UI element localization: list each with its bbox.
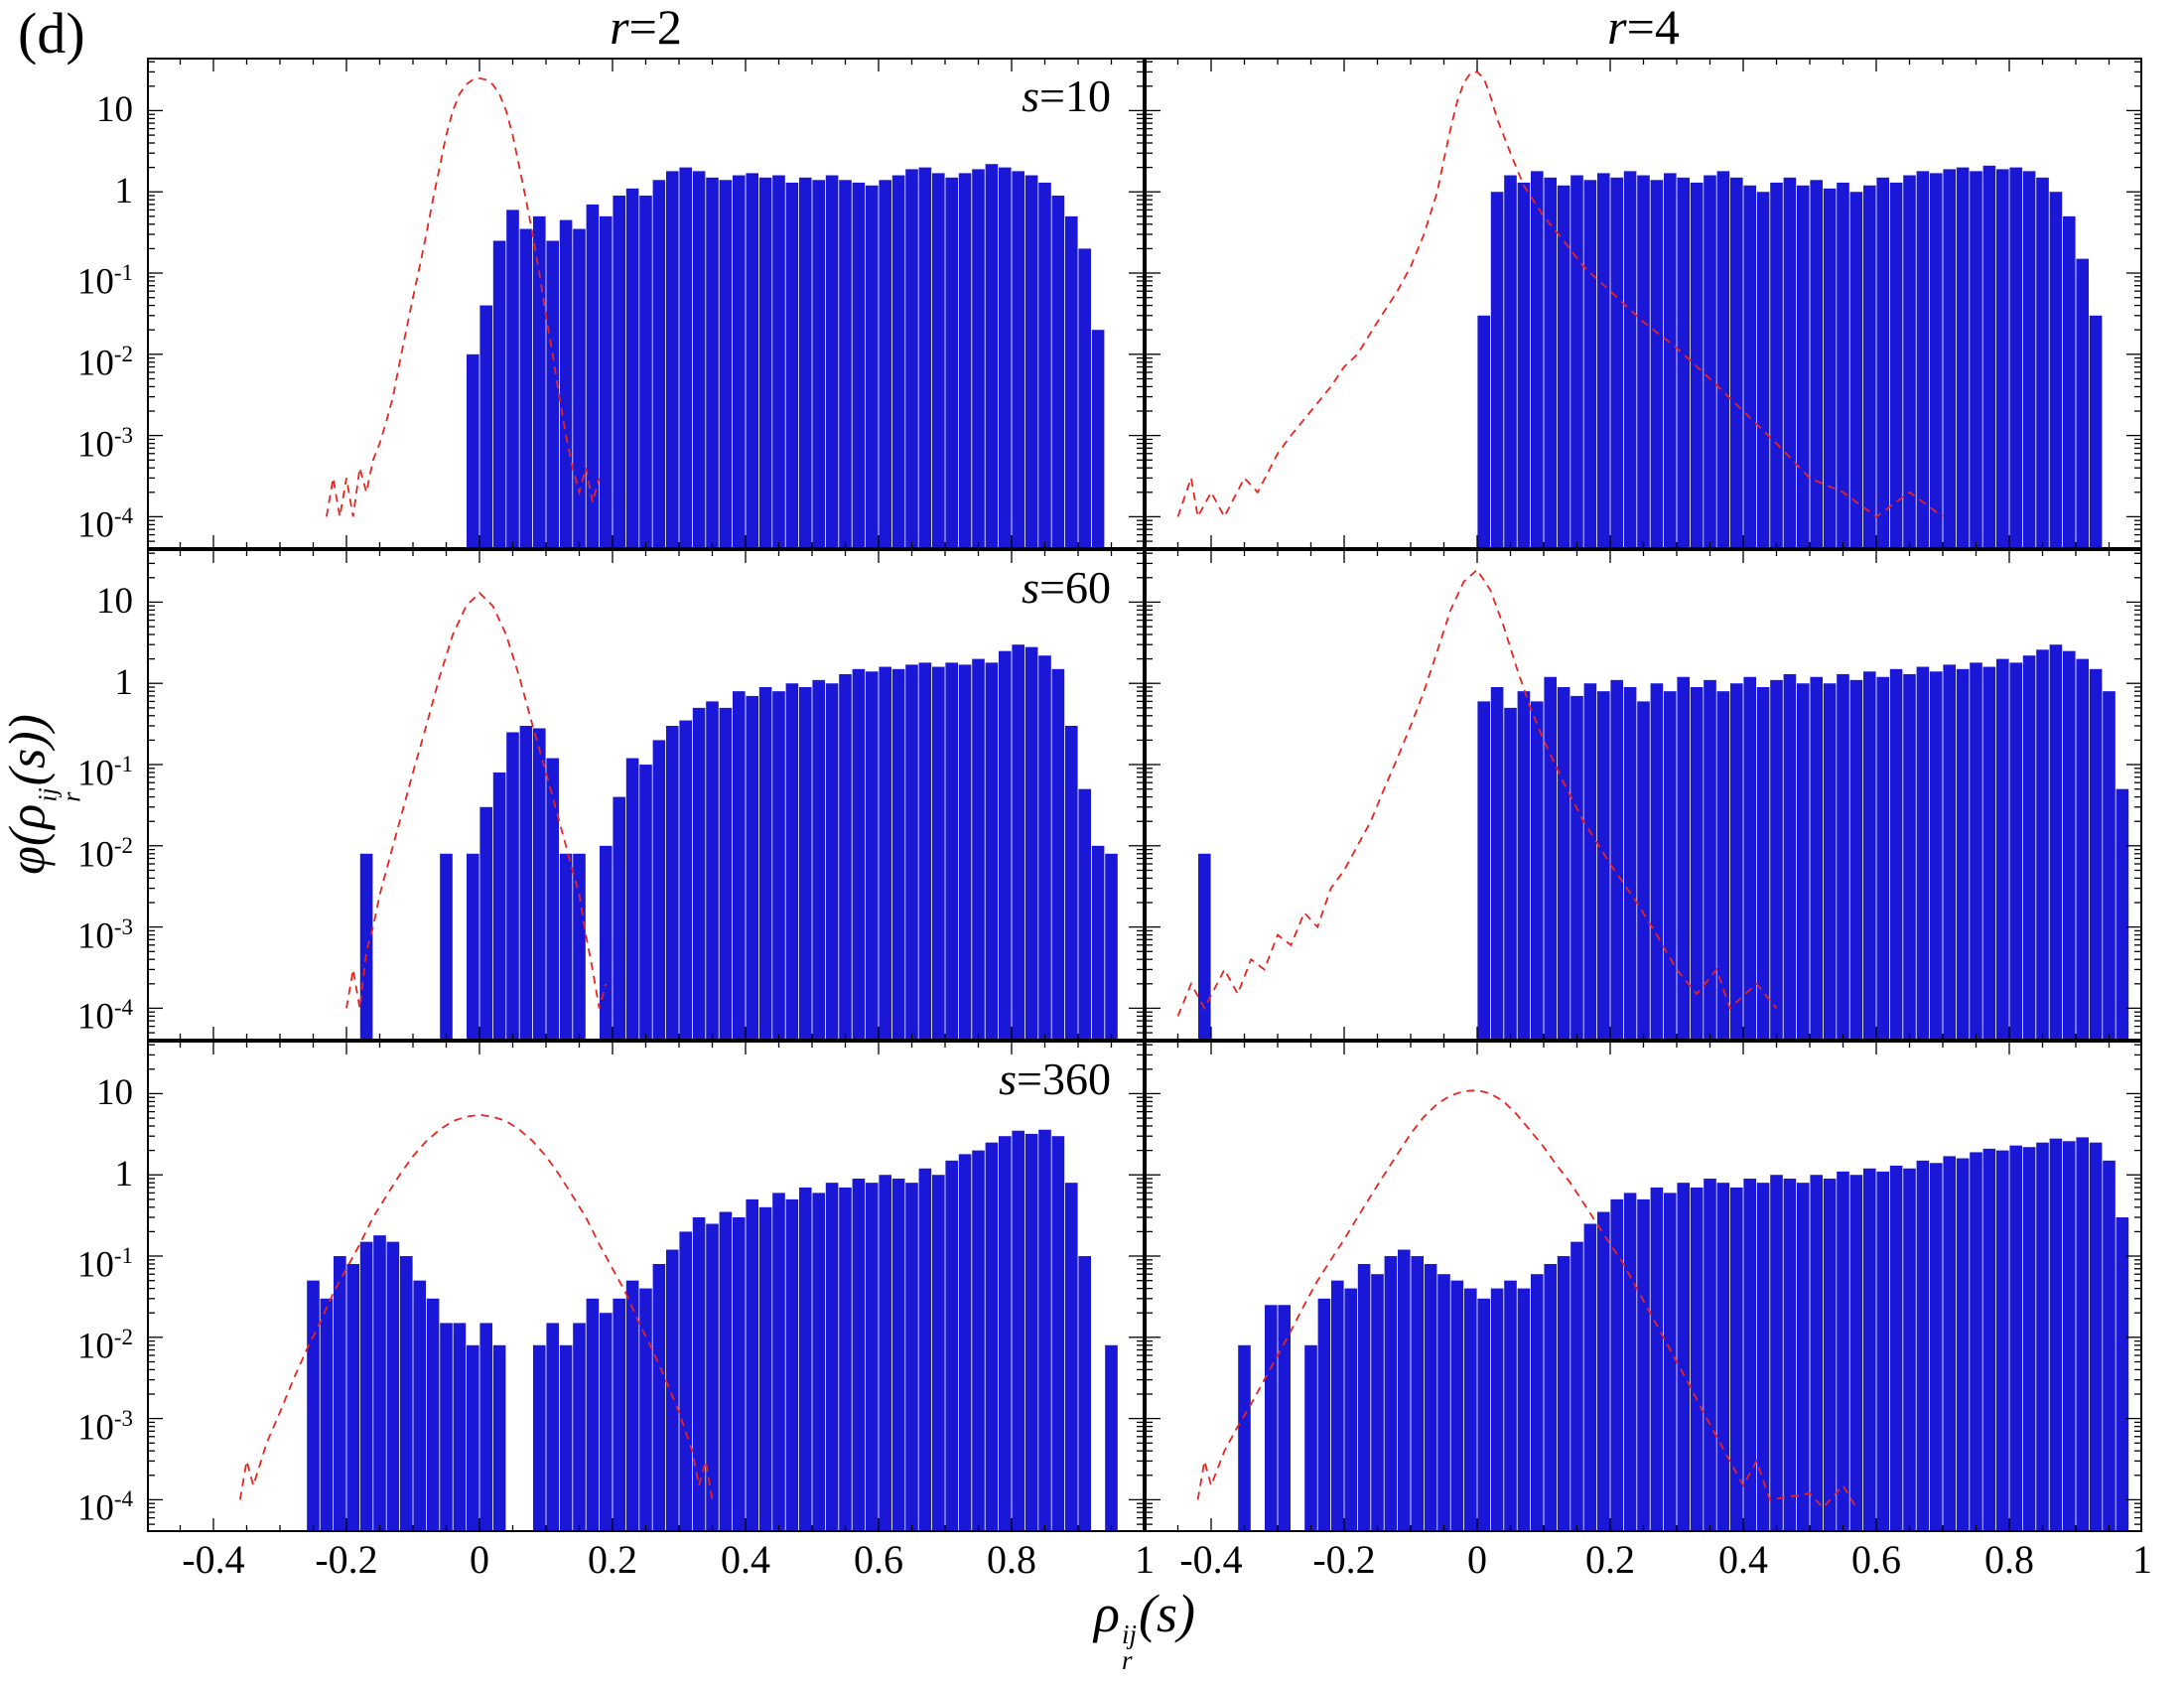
panel-r2-s10	[147, 58, 1145, 549]
y-tick-label: 10-1	[76, 260, 133, 303]
x-tick-label: -0.2	[1312, 1537, 1376, 1582]
gaussian-curve	[345, 591, 608, 1009]
x-tick-label: 1	[2132, 1537, 2152, 1582]
x-tick-label: 0	[1467, 1537, 1487, 1582]
column-title-1: r=2	[610, 0, 682, 55]
x-tick-label: 0	[470, 1537, 489, 1582]
y-tick-label: 10	[96, 89, 133, 131]
x-tick-label: 0.2	[1585, 1537, 1635, 1582]
y-tick-label: 1	[114, 1154, 134, 1196]
gaussian-curve	[1176, 568, 1778, 1017]
x-axis-label: ρ ij r (s)	[1094, 1584, 1195, 1675]
y-tick-label: 10	[96, 581, 133, 623]
y-tick-label: 10-2	[76, 832, 133, 876]
histogram-bars	[1198, 644, 2129, 1041]
panel-r2-s360	[147, 1041, 1145, 1532]
x-tick-label: -0.4	[182, 1537, 245, 1582]
panel-frame	[147, 1041, 1145, 1532]
x-tick-label: 0.4	[1718, 1537, 1768, 1582]
y-tick-label: 10-1	[76, 752, 133, 794]
x-tick-label: 0.2	[588, 1537, 637, 1582]
y-tick-label: 10-3	[76, 422, 133, 465]
histogram-bars	[1238, 1137, 2129, 1532]
x-tick-label: -0.2	[315, 1537, 378, 1582]
panel-frame	[1145, 549, 2142, 1041]
gaussian-curve	[1196, 1089, 1857, 1509]
panel-frame	[1145, 1041, 2142, 1532]
y-tick-label: 1	[114, 662, 134, 704]
x-tick-label: 0.6	[854, 1537, 903, 1582]
y-tick-label: 10-3	[76, 914, 133, 956]
column-title-2: r=4	[1607, 0, 1680, 55]
panel-grid	[147, 58, 2142, 1532]
x-tick-label: 0.8	[1984, 1537, 2034, 1582]
histogram-bars	[467, 164, 1105, 549]
histogram-bars	[307, 1129, 1118, 1532]
y-tick-label: 10-1	[76, 1243, 133, 1286]
y-tick-label: 10	[96, 1072, 133, 1114]
panel-frame	[1145, 58, 2142, 549]
gaussian-curve	[326, 76, 601, 517]
panel-r4-s360	[1145, 1041, 2142, 1532]
y-tick-label: 10-4	[76, 1486, 133, 1529]
y-tick-label: 10-2	[76, 341, 133, 384]
panel-frame	[147, 549, 1145, 1041]
y-tick-label: 10-3	[76, 1405, 133, 1448]
panel-r2-s60	[147, 549, 1145, 1041]
figure-label: (d)	[18, 1, 85, 66]
panel-r4-s60	[1145, 549, 2142, 1041]
row-label-2: s=60	[1022, 562, 1111, 613]
x-tick-label: 0.8	[987, 1537, 1036, 1582]
row-label-3: s=360	[999, 1054, 1111, 1104]
y-tick-label: 10-4	[76, 503, 133, 546]
y-tick-label: 10-2	[76, 1324, 133, 1367]
y-tick-label: 10-4	[76, 995, 133, 1038]
histogram-bars	[359, 644, 1118, 1041]
panel-frame	[147, 58, 1145, 549]
x-tick-label: 0.4	[721, 1537, 770, 1582]
gaussian-curve	[1176, 70, 1944, 520]
panel-r4-s10	[1145, 58, 2142, 549]
y-tick-label: 1	[114, 171, 134, 212]
row-label-1: s=10	[1022, 70, 1111, 121]
x-tick-label: 0.6	[1851, 1537, 1901, 1582]
x-tick-label: 1	[1135, 1537, 1155, 1582]
histogram-bars	[1477, 165, 2103, 549]
x-tick-label: -0.4	[1179, 1537, 1243, 1582]
